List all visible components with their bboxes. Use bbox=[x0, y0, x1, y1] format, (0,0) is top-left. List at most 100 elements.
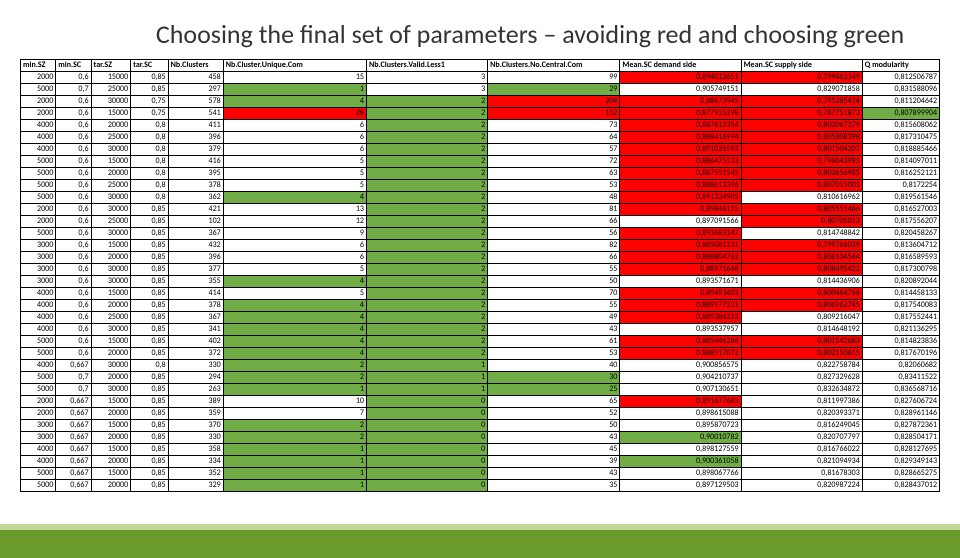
cell-demand: 0,885081231 bbox=[620, 239, 741, 251]
cell-valid: 2 bbox=[366, 95, 487, 107]
cell-minSZ: 4000 bbox=[21, 299, 56, 311]
cell-nocen: 50 bbox=[488, 419, 620, 431]
cell-nocen: 40 bbox=[488, 359, 620, 371]
cell-qmod: 0,8172254 bbox=[862, 179, 939, 191]
cell-nbc: 359 bbox=[168, 407, 223, 419]
cell-nbc: 378 bbox=[168, 179, 223, 191]
cell-demand: 0,891224905 bbox=[620, 191, 741, 203]
cell-tarSC: 0,85 bbox=[131, 431, 168, 443]
cell-nocen: 50 bbox=[488, 275, 620, 287]
cell-minSC: 0,667 bbox=[56, 431, 91, 443]
table-row: 40000,667150000,8535810450,8981275590,81… bbox=[21, 443, 940, 455]
cell-valid: 2 bbox=[366, 143, 487, 155]
table-row: 40000,6250000,839662640,8884169940,80580… bbox=[21, 131, 940, 143]
cell-minSC: 0,6 bbox=[56, 263, 91, 275]
cell-tarSC: 0,85 bbox=[131, 251, 168, 263]
cell-nocen: 45 bbox=[488, 443, 620, 455]
cell-nbc: 330 bbox=[168, 431, 223, 443]
cell-nocen: 64 bbox=[488, 131, 620, 143]
cell-supply: 0,799766039 bbox=[741, 239, 862, 251]
cell-minSZ: 4000 bbox=[21, 143, 56, 155]
cell-tarSZ: 25000 bbox=[91, 83, 131, 95]
cell-tarSZ: 30000 bbox=[91, 191, 131, 203]
cell-supply: 0,795285414 bbox=[741, 95, 862, 107]
cell-tarSZ: 20000 bbox=[91, 431, 131, 443]
cell-qmod: 0,817552441 bbox=[862, 311, 939, 323]
cell-valid: 2 bbox=[366, 251, 487, 263]
cell-minSZ: 5000 bbox=[21, 227, 56, 239]
table-row: 50000,7200000,8529421300,9042107370,8273… bbox=[21, 371, 940, 383]
cell-demand: 0,905749151 bbox=[620, 83, 741, 95]
cell-demand: 0,888613396 bbox=[620, 179, 741, 191]
cell-valid: 2 bbox=[366, 323, 487, 335]
cell-qmod: 0,820892044 bbox=[862, 275, 939, 287]
cell-supply: 0,809216047 bbox=[741, 311, 862, 323]
cell-minSZ: 5000 bbox=[21, 347, 56, 359]
cell-minSC: 0,6 bbox=[56, 251, 91, 263]
cell-tarSZ: 30000 bbox=[91, 227, 131, 239]
cell-supply: 0,799462149 bbox=[741, 71, 862, 83]
cell-minSC: 0,6 bbox=[56, 227, 91, 239]
cell-supply: 0,822758784 bbox=[741, 359, 862, 371]
slide-footer-bar bbox=[0, 524, 960, 558]
cell-tarSC: 0,85 bbox=[131, 323, 168, 335]
cell-minSZ: 3000 bbox=[21, 419, 56, 431]
cell-demand: 0,891677683 bbox=[620, 395, 741, 407]
cell-tarSZ: 20000 bbox=[91, 479, 131, 491]
table-row: 30000,6300000,8535542500,8935716710,8144… bbox=[21, 275, 940, 287]
cell-minSZ: 4000 bbox=[21, 131, 56, 143]
cell-minSC: 0,667 bbox=[56, 455, 91, 467]
cell-valid: 0 bbox=[366, 479, 487, 491]
cell-nocen: 55 bbox=[488, 263, 620, 275]
cell-uniq: 6 bbox=[223, 131, 366, 143]
cell-tarSC: 0,85 bbox=[131, 443, 168, 455]
cell-demand: 0,89846115 bbox=[620, 203, 741, 215]
cell-tarSC: 0,85 bbox=[131, 287, 168, 299]
cell-uniq: 6 bbox=[223, 239, 366, 251]
cell-qmod: 0,828961146 bbox=[862, 407, 939, 419]
cell-nbc: 411 bbox=[168, 119, 223, 131]
table-row: 30000,667150000,8537020500,8958707230,81… bbox=[21, 419, 940, 431]
cell-demand: 0,889977221 bbox=[620, 299, 741, 311]
cell-supply: 0,814648192 bbox=[741, 323, 862, 335]
cell-supply: 0,810616962 bbox=[741, 191, 862, 203]
slide-title: Choosing the final set of parameters – a… bbox=[140, 18, 920, 51]
col-nocen: Nb.Clusters.No.Central.Com bbox=[488, 59, 620, 71]
cell-supply: 0,820707797 bbox=[741, 431, 862, 443]
cell-tarSZ: 25000 bbox=[91, 311, 131, 323]
cell-uniq: 2 bbox=[223, 359, 366, 371]
cell-nbc: 396 bbox=[168, 251, 223, 263]
cell-qmod: 0,813604712 bbox=[862, 239, 939, 251]
cell-valid: 0 bbox=[366, 407, 487, 419]
cell-tarSC: 0,85 bbox=[131, 311, 168, 323]
cell-minSC: 0,7 bbox=[56, 383, 91, 395]
cell-uniq: 6 bbox=[223, 251, 366, 263]
cell-tarSZ: 15000 bbox=[91, 71, 131, 83]
cell-nbc: 358 bbox=[168, 443, 223, 455]
cell-supply: 0,802150615 bbox=[741, 347, 862, 359]
cell-demand: 0,898067766 bbox=[620, 467, 741, 479]
cell-tarSC: 0,85 bbox=[131, 467, 168, 479]
cell-tarSZ: 15000 bbox=[91, 467, 131, 479]
table-row: 40000,6200000,841162730,8876123540,80206… bbox=[21, 119, 940, 131]
cell-nocen: 99 bbox=[488, 71, 620, 83]
cell-nbc: 395 bbox=[168, 167, 223, 179]
cell-qmod: 0,82060682 bbox=[862, 359, 939, 371]
cell-qmod: 0,816252121 bbox=[862, 167, 939, 179]
cell-minSC: 0,667 bbox=[56, 467, 91, 479]
cell-nocen: 29 bbox=[488, 83, 620, 95]
table-row: 20000,6150000,755412821520,8779352980,78… bbox=[21, 107, 940, 119]
cell-minSZ: 2000 bbox=[21, 395, 56, 407]
cell-nocen: 73 bbox=[488, 119, 620, 131]
cell-nbc: 377 bbox=[168, 263, 223, 275]
cell-minSC: 0,667 bbox=[56, 479, 91, 491]
cell-tarSZ: 30000 bbox=[91, 143, 131, 155]
cell-tarSZ: 15000 bbox=[91, 287, 131, 299]
cell-nbc: 341 bbox=[168, 323, 223, 335]
cell-minSZ: 2000 bbox=[21, 203, 56, 215]
cell-supply: 0,821094934 bbox=[741, 455, 862, 467]
cell-minSZ: 2000 bbox=[21, 95, 56, 107]
cell-qmod: 0,827872361 bbox=[862, 419, 939, 431]
cell-supply: 0,801542683 bbox=[741, 335, 862, 347]
table-row: 50000,6200000,8537242530,8889170720,8021… bbox=[21, 347, 940, 359]
